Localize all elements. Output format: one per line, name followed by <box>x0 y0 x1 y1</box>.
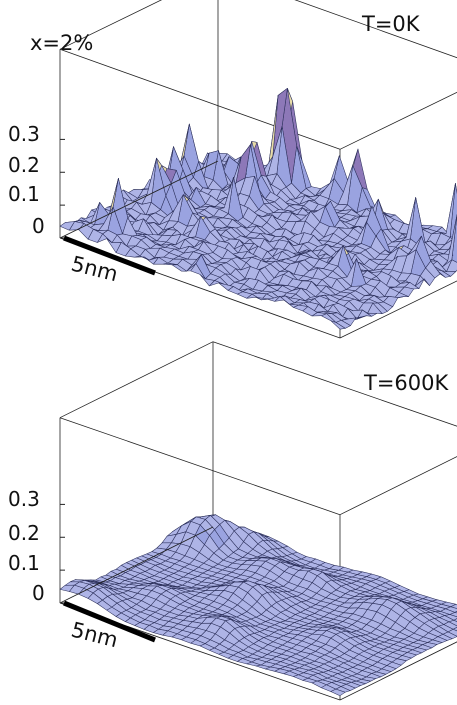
scale-bar <box>63 235 156 276</box>
annotation-temperature: T=0K <box>361 12 421 36</box>
z-tick-label: 0.1 <box>8 182 40 206</box>
z-tick-label: 0 <box>32 214 45 238</box>
panel-bottom: T=600K 0.3 0.2 0.1 0 5nm <box>8 341 457 701</box>
z-tick-label: 0 <box>32 581 45 605</box>
z-tick-label: 0.1 <box>8 551 40 575</box>
panel-top: x=2% T=0K 0.3 0.2 0.1 0 5nm <box>8 0 457 339</box>
z-tick-label: 0.3 <box>8 122 40 146</box>
annotation-x: x=2% <box>30 31 93 55</box>
surface-plot <box>59 88 457 330</box>
surface-plot <box>59 514 457 696</box>
z-tick-label: 0.2 <box>8 521 40 545</box>
scale-bar <box>63 600 156 643</box>
z-tick-label: 0.2 <box>8 153 40 177</box>
z-tick-label: 0.3 <box>8 487 40 511</box>
annotation-temperature: T=600K <box>363 371 450 395</box>
